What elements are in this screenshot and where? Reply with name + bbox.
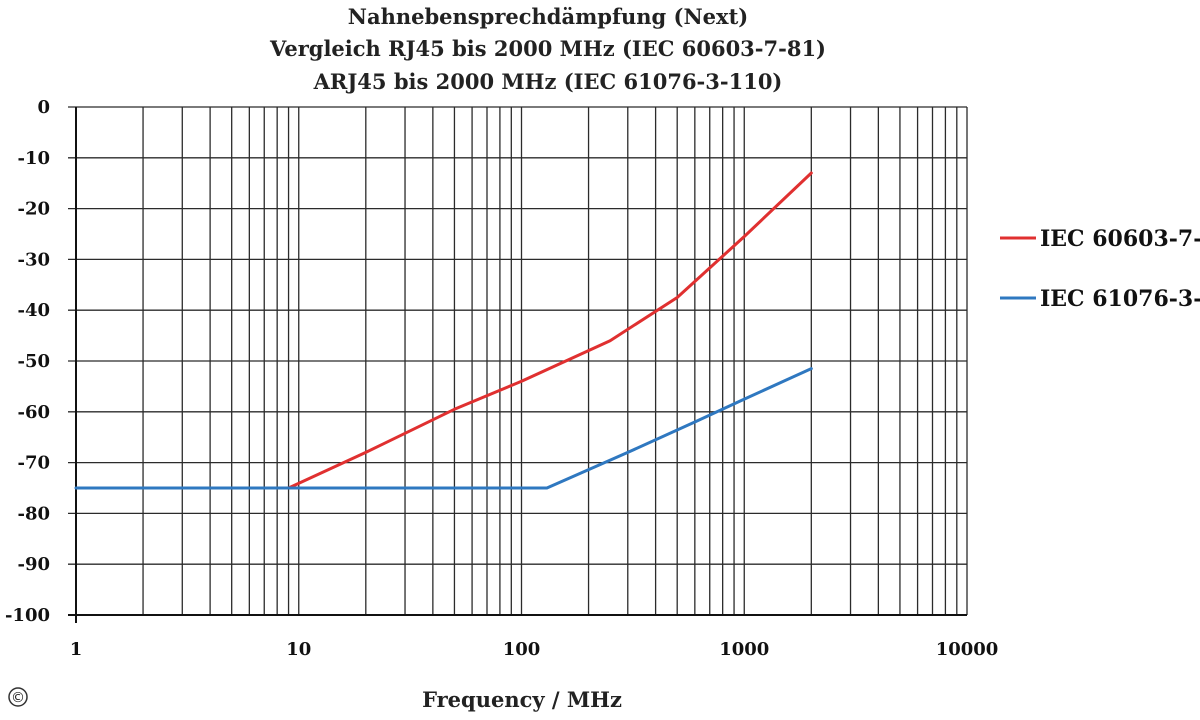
y-tick-label: -100: [5, 605, 50, 626]
x-tick-label: 10000: [936, 639, 999, 660]
x-axis-label: Frequency / MHz: [422, 687, 622, 712]
y-tick-label: -60: [17, 402, 50, 423]
legend-label-1: IEC 60603-7-: [1040, 226, 1200, 252]
x-axis-ticks: 1 10 100 1000 10000: [70, 639, 999, 660]
copyright-symbol: ©: [11, 690, 25, 706]
grid: [68, 106, 968, 623]
y-tick-label: -70: [17, 453, 50, 474]
x-tick-label: 1000: [719, 639, 769, 660]
y-tick-label: -40: [17, 300, 50, 321]
y-tick-label: -20: [17, 199, 50, 220]
series-line-1: [287, 171, 813, 490]
x-tick-label: 100: [503, 639, 541, 660]
legend-label-2: IEC 61076-3-: [1040, 286, 1200, 312]
y-axis-ticks: 0 -10 -20 -30 -40 -50 -60 -70 -80 -90 -100: [5, 97, 50, 626]
series-lines: [74, 171, 813, 490]
x-tick-label: 1: [70, 639, 83, 660]
y-tick-label: -80: [17, 503, 50, 524]
copyright-badge: ©: [8, 687, 28, 707]
x-tick-label: 10: [286, 639, 311, 660]
y-tick-label: -30: [17, 249, 50, 270]
title-line-1: Nahnebensprechdämpfung (Next): [348, 4, 748, 29]
series-line-2: [74, 367, 813, 490]
legend: IEC 60603-7- IEC 61076-3-: [1000, 226, 1200, 312]
y-tick-label: 0: [37, 97, 50, 118]
copyright-circle: [8, 687, 28, 707]
y-tick-label: -50: [17, 351, 50, 372]
y-tick-label: -90: [17, 554, 50, 575]
title-line-3: ARJ45 bis 2000 MHz (IEC 61076-3-110): [313, 69, 783, 94]
chart-title: Nahnebensprechdämpfung (Next) Vergleich …: [269, 4, 826, 94]
y-tick-label: -10: [17, 148, 50, 169]
title-line-2: Vergleich RJ45 bis 2000 MHz (IEC 60603-7…: [269, 36, 826, 61]
